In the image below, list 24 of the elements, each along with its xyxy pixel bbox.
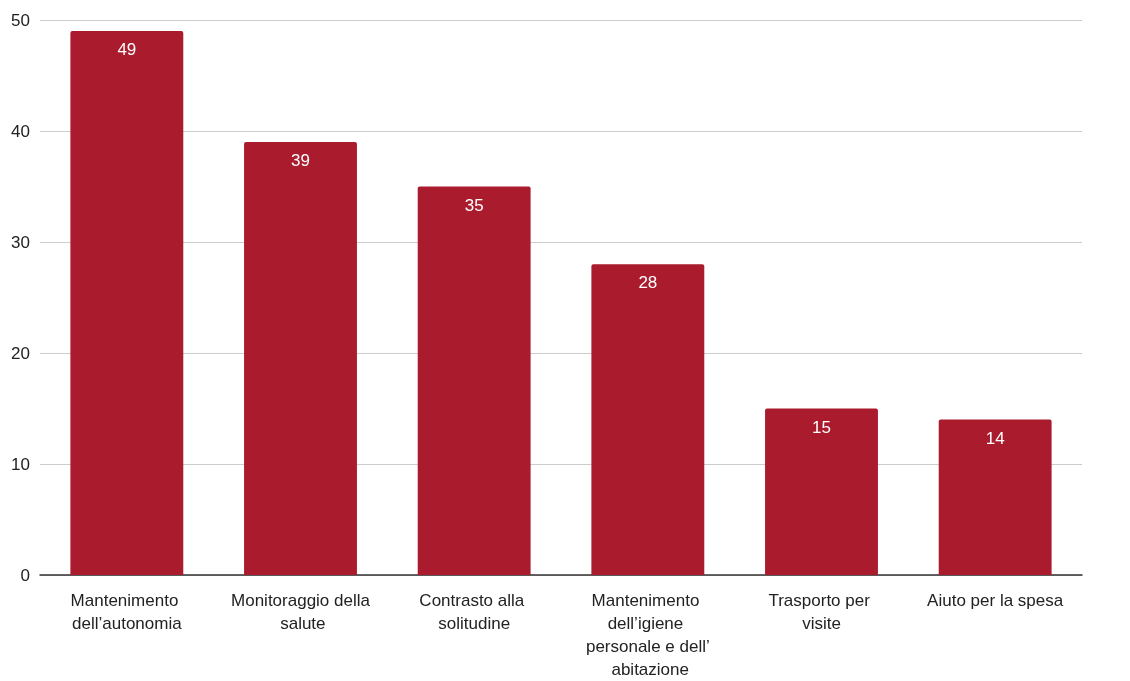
x-tick-label: Monitoraggio della salute [231,591,371,633]
data-label: 14 [985,428,1005,448]
x-tick-label: Aiuto per la spesa [927,591,1064,610]
y-tick-label: 40 [11,121,30,141]
x-tick-label: Trasporto per visite [768,591,875,633]
y-tick-label: 50 [11,10,30,30]
bar [765,408,878,575]
data-label: 15 [812,417,831,437]
data-label: 49 [117,40,137,60]
x-tick-label: Mantenimento dell’autonomia [70,591,184,633]
y-tick-label: 20 [11,343,30,363]
bar [591,264,705,575]
y-tick-label: 0 [20,565,30,585]
data-label: 39 [291,151,310,171]
bar [244,142,357,575]
bar [70,31,184,575]
x-tick-label: Contrasto alla solitudine [419,591,529,633]
y-tick-label: 30 [11,232,30,252]
bar [417,186,531,575]
y-tick-label: 10 [11,454,30,474]
x-tick-label: Mantenimento dell’igiene personale e dell’ abitazione [585,591,710,679]
data-label: 28 [638,273,658,293]
data-label: 35 [464,195,484,215]
bar [938,419,1052,575]
